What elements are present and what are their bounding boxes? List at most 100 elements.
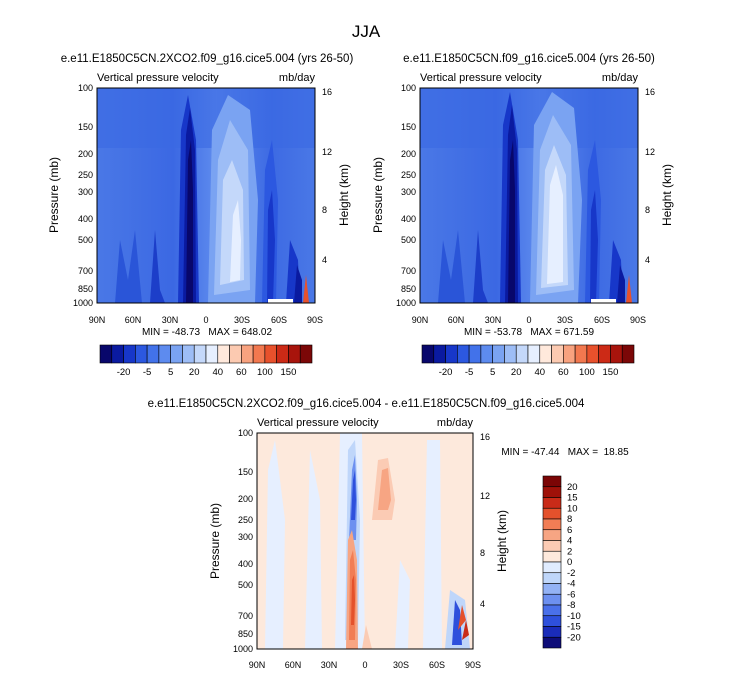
colorbar-swatch — [123, 344, 136, 364]
colorbar-label: 15 — [567, 493, 578, 504]
colorbar-swatch — [542, 626, 562, 638]
colorbar-swatch — [421, 344, 435, 364]
colorbar-swatch — [527, 344, 541, 364]
colorbar-swatch — [542, 507, 562, 520]
colorbar-swatch — [445, 344, 458, 364]
right-tick-label: 16 — [480, 432, 490, 442]
colorbar-swatch — [621, 344, 635, 364]
y-tick-label: 500 — [78, 235, 93, 245]
colorbar-swatch — [542, 486, 562, 498]
x-tick-label: 90N — [249, 660, 266, 670]
colorbar-swatch — [551, 344, 564, 364]
colorbar-label: 0 — [567, 557, 572, 568]
colorbar-swatch — [574, 344, 588, 364]
colorbar-swatch — [457, 344, 470, 364]
colorbar-label: -20 — [439, 367, 453, 378]
x-tick-label: 30S — [557, 315, 573, 325]
colorbar-swatch — [146, 344, 160, 364]
y-axis-label: Pressure (mb) — [47, 157, 61, 233]
y-tick-label: 200 — [401, 149, 416, 159]
colorbar-swatch — [542, 475, 562, 488]
colorbar-label: 4 — [567, 536, 572, 547]
panel-title: e.e11.E1850C5CN.f09_g16.cice5.004 (yrs 2… — [403, 53, 655, 65]
y-tick-label: 150 — [401, 122, 416, 132]
y-tick-label: 700 — [401, 266, 416, 276]
x-tick-label: 0 — [526, 315, 531, 325]
y-axis-right: 16 12 8 4 — [645, 87, 655, 265]
x-tick-label: 90S — [630, 315, 646, 325]
contour-field — [97, 88, 315, 303]
right-tick-label: 12 — [645, 147, 655, 157]
y-tick-label: 400 — [238, 559, 253, 569]
panel-right: e.e11.E1850C5CN.f09_g16.cice5.004 (yrs 2… — [371, 53, 674, 338]
y-tick-label: 250 — [78, 170, 93, 180]
x-tick-label: 30N — [485, 315, 502, 325]
x-tick-label: 90N — [412, 315, 429, 325]
colorbar-swatch — [205, 344, 219, 364]
panel-right-string: mb/day — [279, 72, 316, 84]
y-tick-label: 1000 — [233, 644, 253, 654]
stats-label: MIN = -48.73 MAX = 648.02 — [142, 327, 273, 338]
x-axis: 90N 60N 30N 0 30S 60S 90S — [412, 315, 646, 325]
colorbar-swatch — [539, 344, 552, 364]
right-tick-label: 4 — [480, 599, 485, 609]
x-tick-label: 30S — [234, 315, 250, 325]
colorbar-swatch — [111, 344, 124, 364]
y-tick-label: 500 — [401, 235, 416, 245]
y-tick-label: 500 — [238, 580, 253, 590]
y-tick-label: 100 — [78, 83, 93, 93]
y-tick-label: 300 — [78, 187, 93, 197]
colorbar-swatch — [158, 344, 171, 364]
colorbar-swatch — [515, 344, 529, 364]
panel-title: e.e11.E1850C5CN.2XCO2.f09_g16.cice5.004 … — [148, 398, 585, 410]
right-tick-label: 4 — [645, 255, 650, 265]
colorbar-label: 5 — [490, 367, 495, 378]
colorbar-label: 20 — [567, 482, 578, 493]
x-tick-label: 60N — [285, 660, 302, 670]
right-tick-label: 8 — [322, 205, 327, 215]
colorbar-swatch — [542, 572, 562, 584]
colorbar-swatch — [480, 344, 493, 364]
colorbar-swatch — [170, 344, 183, 364]
stats-label: MIN = -53.78 MAX = 671.59 — [464, 327, 595, 338]
colorbar-swatch — [264, 344, 277, 364]
right-tick-label: 4 — [322, 255, 327, 265]
colorbar-label: 40 — [212, 367, 223, 378]
colorbar-label: -15 — [567, 622, 581, 633]
y-axis-left: 100 150 200 250 300 400 500 700 850 1000 — [233, 428, 253, 654]
panel-right-string: mb/day — [437, 417, 474, 429]
colorbar-swatch — [135, 344, 148, 364]
panel-right-string: mb/day — [602, 72, 639, 84]
colorbar-swatch — [99, 344, 113, 364]
x-axis: 90N 60N 30N 0 30S 60S 90S — [89, 315, 323, 325]
colorbar-label: -20 — [567, 632, 581, 643]
colorbar-label: 5 — [168, 367, 173, 378]
colorbar-swatch — [217, 344, 230, 364]
colorbar-swatch — [182, 344, 195, 364]
y-axis-right-label: Height (km) — [337, 164, 351, 226]
colorbar-swatch — [563, 344, 576, 364]
right-tick-label: 8 — [480, 548, 485, 558]
colorbar-swatch — [241, 344, 254, 364]
y-tick-label: 200 — [78, 149, 93, 159]
y-tick-label: 1000 — [396, 298, 416, 308]
colorbar-swatch — [504, 344, 517, 364]
y-axis-right-label: Height (km) — [495, 510, 509, 572]
colorbar-right: -20 -5 5 20 40 60 100 150 — [421, 344, 635, 378]
y-axis-label: Pressure (mb) — [208, 503, 222, 579]
colorbar-swatch — [598, 344, 611, 364]
colorbar-label: 100 — [579, 367, 595, 378]
x-tick-label: 0 — [362, 660, 367, 670]
colorbar-swatch — [586, 344, 599, 364]
colorbar-swatch — [288, 344, 301, 364]
colorbar-swatch — [542, 550, 562, 563]
colorbar-swatch — [468, 344, 482, 364]
y-tick-label: 100 — [401, 83, 416, 93]
y-tick-label: 100 — [238, 428, 253, 438]
x-tick-label: 60S — [271, 315, 287, 325]
colorbar-swatch — [299, 344, 313, 364]
y-axis-right: 16 12 8 4 — [480, 432, 490, 609]
y-tick-label: 850 — [238, 629, 253, 639]
